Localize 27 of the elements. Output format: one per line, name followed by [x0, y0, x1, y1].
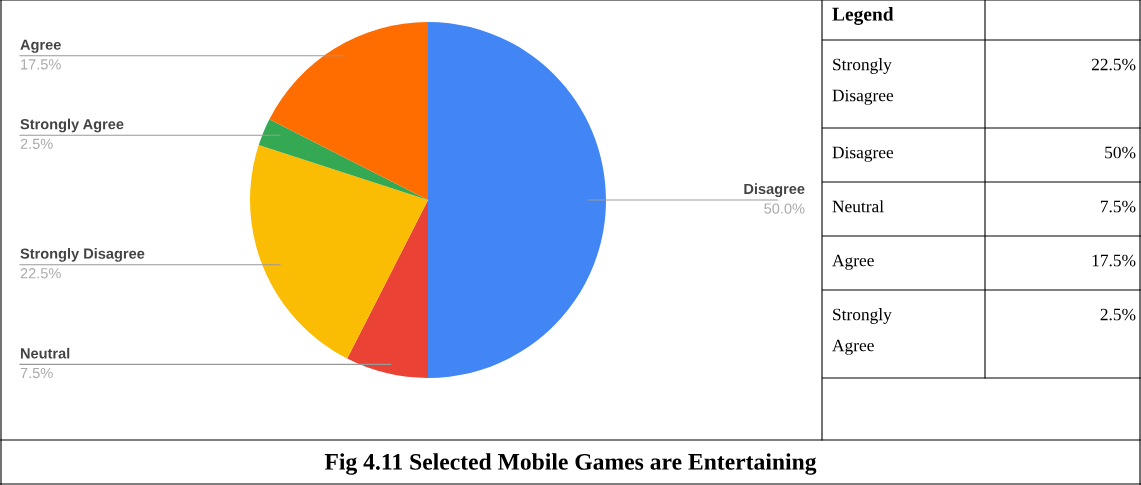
data-label: 17.5% [21, 59, 61, 70]
pie-slice [269, 22, 428, 200]
text: Legend [832, 7, 894, 25]
pie-slice [250, 145, 428, 359]
category-label: Agree [832, 254, 874, 270]
text: 2.5% [1100, 308, 1136, 321]
slice-label: Neutral [20, 347, 70, 359]
slice-label: Agree [20, 39, 61, 53]
text: 50% [1105, 146, 1136, 159]
category-label: Strongly Disagree [832, 58, 894, 105]
text: 7.5% [1100, 200, 1136, 213]
category-label: Disagree [832, 146, 894, 162]
data-label: 2.5% [20, 138, 53, 149]
category-label: Neutral [832, 200, 884, 213]
pie-slice [347, 200, 428, 378]
slice-label: Strongly Disagree [20, 248, 145, 262]
slice-label: Disagree [744, 183, 805, 197]
pie-slice [428, 22, 606, 378]
pie-slice [258, 119, 428, 200]
text: Fig 4.11 Selected Mobile Games are Entertaining [324, 453, 817, 475]
category-label: Strongly Agree [832, 308, 892, 355]
data-label: 50.0% [764, 203, 805, 214]
data-label: 7.5% [20, 367, 53, 379]
slice-label: Strongly Agree [20, 118, 124, 133]
text: 22.5% [1091, 58, 1136, 71]
text: 17.5% [1092, 254, 1136, 267]
data-label: 22.5% [20, 268, 61, 279]
